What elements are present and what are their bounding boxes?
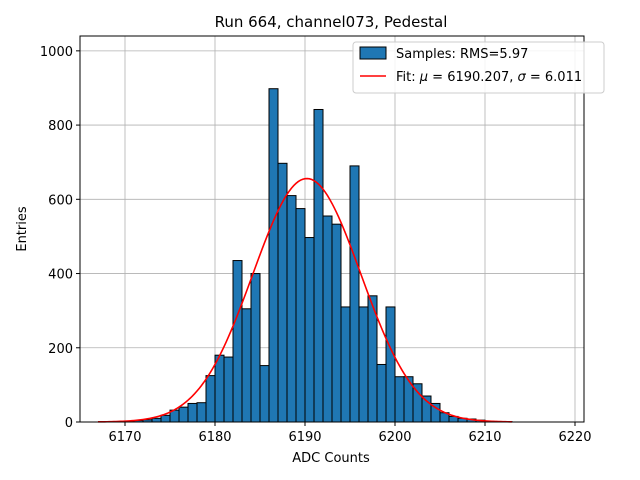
y-tick-label: 0 xyxy=(65,416,73,431)
y-tick-label: 800 xyxy=(48,119,73,134)
histogram-bar xyxy=(268,88,279,423)
histogram-bar xyxy=(250,273,261,423)
histogram-bar xyxy=(394,376,405,423)
y-tick-label: 600 xyxy=(48,193,73,208)
histogram-bar xyxy=(205,375,216,423)
legend-label-fit: Fit: μ = 6190.207, σ = 6.011 xyxy=(396,70,582,85)
histogram-bar xyxy=(232,260,243,423)
x-axis-label: ADC Counts xyxy=(292,451,370,466)
legend: Samples: RMS=5.97 Fit: μ = 6190.207, σ =… xyxy=(352,41,605,94)
histogram-bar xyxy=(178,406,189,423)
legend-fit-prefix: Fit: xyxy=(396,70,420,85)
histogram-bar xyxy=(313,108,324,423)
legend-box xyxy=(352,41,605,94)
legend-label-samples: Samples: RMS=5.97 xyxy=(396,47,528,62)
y-tick-label: 200 xyxy=(48,342,73,357)
histogram-bar xyxy=(331,223,342,423)
histogram-bar xyxy=(358,306,369,423)
histogram-bar xyxy=(304,237,315,423)
histogram-bar xyxy=(223,356,234,423)
histogram-bar xyxy=(349,165,360,423)
histogram-bar xyxy=(196,402,207,423)
histogram-bar xyxy=(295,208,306,423)
x-tick-label: 6210 xyxy=(468,430,501,445)
histogram-bar xyxy=(286,195,297,423)
legend-sigma-value: = 6.011 xyxy=(526,70,582,85)
legend-swatch-samples xyxy=(359,46,387,60)
histogram-bar xyxy=(214,354,225,423)
y-axis-label: Entries xyxy=(15,206,30,252)
x-tick-label: 6180 xyxy=(198,430,231,445)
histogram-bar xyxy=(322,215,333,423)
y-tick-label: 400 xyxy=(48,268,73,283)
x-tick-label: 6220 xyxy=(558,430,591,445)
y-tick-label: 1000 xyxy=(40,45,73,60)
legend-mu-value: = 6190.207, xyxy=(428,70,517,85)
chart-title: Run 664, channel073, Pedestal xyxy=(215,13,448,31)
legend-mu-symbol: μ xyxy=(419,70,428,85)
histogram-bar xyxy=(151,417,162,423)
x-tick-label: 6170 xyxy=(108,430,141,445)
legend-sigma-symbol: σ xyxy=(518,70,527,85)
histogram-bar xyxy=(412,383,423,423)
histogram-bar xyxy=(187,402,198,423)
fit-curve xyxy=(97,177,513,423)
histogram-bar xyxy=(340,306,351,423)
axis-ticks: 6170 6180 6190 6200 6210 6220 0 200 400 600 800 100… xyxy=(40,45,592,445)
histogram-bar xyxy=(259,365,270,423)
x-tick-label: 6200 xyxy=(378,430,411,445)
plot-frame xyxy=(79,35,585,423)
x-tick-label: 6190 xyxy=(288,430,321,445)
histogram-bars xyxy=(115,88,513,423)
histogram-bar xyxy=(160,414,171,423)
histogram-bar xyxy=(376,363,387,423)
histogram-bar xyxy=(241,308,252,423)
histogram-bar xyxy=(385,306,396,423)
